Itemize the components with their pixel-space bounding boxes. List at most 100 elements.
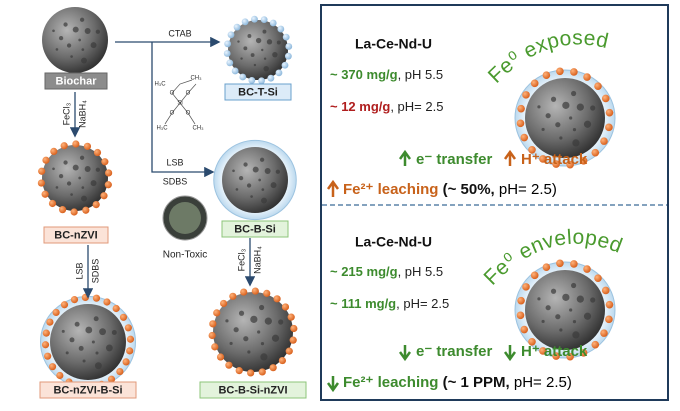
reagent: FeCl₃ — [61, 102, 71, 125]
pore — [52, 167, 55, 171]
capacity-condition: , pH 5.5 — [398, 67, 444, 82]
biochar-particle — [525, 78, 605, 158]
pore — [583, 312, 592, 320]
nzvi-particle — [70, 208, 78, 216]
surfactant-head — [239, 73, 247, 81]
nzvi-particle — [93, 148, 102, 157]
pore — [82, 359, 86, 363]
node-label: BC-nZVI-B-Si — [53, 384, 122, 396]
pore — [91, 340, 95, 344]
pore — [276, 40, 281, 45]
effect: H⁺ attack — [521, 151, 588, 168]
material: La-Ce-Nd-U — [355, 234, 432, 250]
nzvi-particle — [37, 179, 45, 187]
nzvi-particle — [92, 200, 100, 209]
nzvi-particle — [44, 352, 52, 360]
nzvi-particle — [46, 318, 54, 326]
nzvi-particle — [107, 375, 116, 383]
nzvi-particle — [216, 353, 225, 361]
nzvi-particle — [219, 299, 228, 308]
node-label: Biochar — [56, 75, 98, 87]
pore — [583, 120, 592, 128]
surfactant-head — [275, 69, 283, 77]
atom: O — [186, 91, 191, 97]
leaching: Fe²⁺ leaching (~ 1 PPM, pH= 2.5) — [343, 374, 572, 391]
nzvi-particle — [100, 192, 108, 200]
nzvi-particle — [522, 91, 530, 99]
pore — [84, 28, 91, 35]
atom: CH₃ — [190, 76, 202, 82]
nzvi-particle — [273, 295, 281, 303]
capacity-amount: ~ 215 mg/g — [330, 264, 398, 279]
nzvi-particle — [251, 287, 259, 295]
nzvi-particle — [579, 348, 588, 357]
pore — [252, 166, 259, 173]
nzvi-particle — [516, 119, 525, 128]
pore — [550, 288, 557, 294]
pore — [263, 57, 267, 60]
pore — [81, 57, 87, 64]
pore — [537, 297, 541, 301]
pore — [262, 29, 267, 34]
pore — [250, 195, 253, 198]
pore — [253, 63, 257, 67]
surfactant-head — [224, 40, 232, 48]
pore — [111, 330, 117, 335]
arrow-down — [398, 345, 412, 362]
nzvi-particle — [104, 181, 112, 189]
biochar-particle — [42, 7, 108, 73]
pore — [235, 188, 239, 191]
surfactant-head — [267, 74, 275, 82]
pore — [243, 162, 248, 167]
nzvi-particle — [208, 331, 216, 340]
reagent: CTAB — [168, 28, 191, 38]
pore — [569, 116, 573, 120]
pore — [65, 351, 69, 355]
capacity: ~ 12 mg/g, pH= 2.5 — [330, 99, 443, 114]
nzvi-particle — [281, 303, 290, 311]
pore — [55, 186, 59, 189]
nzvi-particle — [570, 260, 578, 268]
nzvi-particle — [285, 347, 293, 355]
nzvi-particle — [583, 73, 591, 81]
arrow — [151, 42, 215, 178]
surfactant-head — [251, 15, 258, 23]
biochar-particle — [50, 304, 126, 380]
biochar-particle — [213, 292, 293, 372]
pore — [569, 308, 573, 312]
atom: O — [170, 91, 175, 97]
nzvi-particle — [570, 68, 578, 76]
arrow-down — [326, 376, 340, 393]
nzvi-particle — [50, 147, 58, 156]
pore — [261, 197, 267, 204]
svg-text:e⁻ transfer: e⁻ transfer — [416, 343, 492, 360]
pore — [72, 26, 79, 33]
nzvi-particle — [591, 148, 600, 157]
nzvi-particle — [591, 340, 600, 349]
nzvi-particle — [116, 367, 124, 376]
nzvi-particle — [119, 313, 128, 321]
node-label: BC-B-Si-nZVI — [218, 384, 287, 396]
nzvi-particle — [72, 140, 80, 148]
label-box — [224, 83, 292, 101]
nzvi-particle — [105, 169, 113, 177]
pore — [58, 173, 64, 179]
surfactant-head — [269, 19, 277, 27]
atom: O — [170, 111, 175, 117]
pore — [90, 42, 97, 49]
nzvi-particle — [594, 82, 602, 90]
pore — [571, 90, 577, 97]
nzvi-particle — [126, 347, 134, 355]
pore — [541, 319, 545, 324]
leaching-condition: pH= 2.5) — [495, 181, 557, 198]
nzvi-particle — [209, 320, 217, 328]
pore — [271, 334, 280, 342]
pore — [572, 320, 577, 324]
leaching-amount: (~ 50%, — [438, 181, 494, 198]
nzvi-particle — [542, 263, 551, 272]
pore — [264, 317, 272, 325]
effect: e⁻ transfer — [416, 343, 492, 360]
nzvi-particle — [600, 137, 608, 145]
nzvi-particle — [605, 108, 614, 117]
surfactant-head — [226, 59, 234, 67]
